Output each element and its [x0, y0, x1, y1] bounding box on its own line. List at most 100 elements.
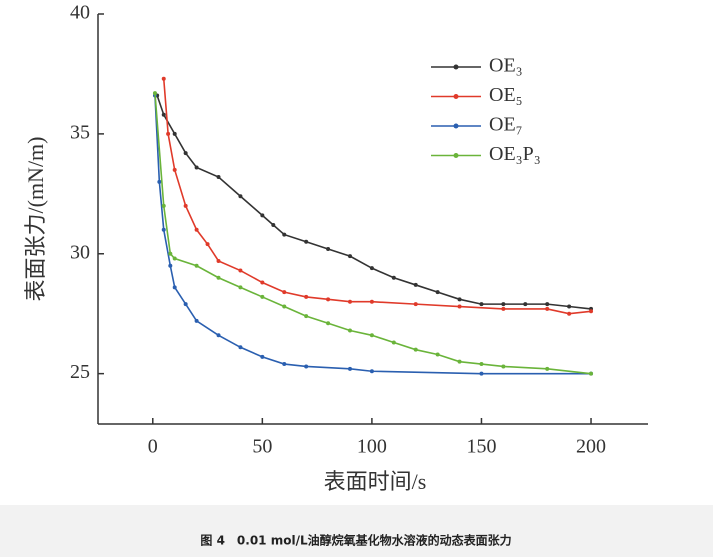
data-point	[479, 362, 484, 367]
data-point	[413, 347, 418, 352]
legend-marker	[453, 94, 459, 99]
data-point	[194, 263, 199, 268]
data-point	[168, 251, 173, 256]
data-point	[391, 275, 396, 280]
data-point	[347, 254, 352, 259]
data-point	[216, 275, 221, 280]
data-point	[501, 302, 506, 307]
legend-marker	[453, 153, 459, 158]
series-line	[156, 95, 592, 310]
data-point	[161, 76, 166, 81]
data-point	[166, 131, 171, 136]
data-point	[238, 285, 243, 290]
data-point	[435, 352, 440, 357]
legend-label: OE₅	[489, 84, 523, 106]
data-point	[161, 203, 166, 208]
x-tick-label: 100	[357, 436, 387, 458]
data-point	[413, 282, 418, 287]
data-point	[282, 232, 287, 237]
data-point	[347, 299, 352, 304]
data-point	[391, 340, 396, 345]
y-tick-label: 40	[70, 2, 90, 24]
data-point	[157, 179, 162, 184]
data-point	[413, 302, 418, 307]
data-point	[501, 306, 506, 311]
data-point	[326, 297, 331, 302]
data-point	[205, 242, 210, 247]
data-point	[347, 366, 352, 371]
data-point	[260, 213, 265, 218]
data-point	[282, 362, 287, 367]
data-point	[369, 333, 374, 338]
y-tick-label: 30	[70, 241, 90, 263]
legend-marker	[453, 123, 459, 129]
legend-label: OE₇	[489, 114, 523, 136]
data-point	[304, 364, 309, 369]
data-point	[435, 290, 440, 295]
data-point	[172, 285, 177, 290]
data-point	[238, 194, 243, 199]
data-point	[589, 371, 594, 376]
data-point	[304, 239, 309, 244]
data-point	[347, 328, 352, 333]
data-point	[183, 302, 188, 307]
data-point	[168, 263, 173, 268]
data-point	[545, 366, 550, 371]
legend-marker	[453, 64, 459, 70]
legend-label: OE₃P₃	[489, 143, 541, 165]
x-axis-label: 表面时间/s	[324, 469, 427, 494]
data-point	[369, 299, 374, 304]
data-point	[238, 345, 243, 350]
data-point	[216, 258, 221, 263]
data-point	[172, 167, 177, 172]
x-tick-label: 150	[466, 436, 496, 458]
data-point	[282, 304, 287, 309]
data-point	[183, 203, 188, 208]
y-axis-label: 表面张力/(mN/m)	[23, 137, 48, 302]
data-point	[545, 302, 550, 307]
data-point	[369, 266, 374, 271]
data-point	[501, 364, 506, 369]
data-point	[152, 91, 157, 96]
data-point	[194, 227, 199, 232]
data-point	[326, 246, 331, 251]
data-point	[260, 354, 265, 359]
data-point	[457, 297, 462, 302]
data-point	[183, 151, 188, 156]
data-point	[172, 131, 177, 136]
series-line	[162, 78, 592, 315]
data-point	[216, 333, 221, 338]
caption: 图 4 0.01 mol/L油醇烷氧基化物水溶液的动态表面张力	[200, 533, 511, 548]
data-point	[369, 369, 374, 374]
data-point	[304, 294, 309, 299]
data-point	[172, 256, 177, 261]
data-point	[523, 302, 528, 307]
data-point	[457, 359, 462, 364]
data-point	[282, 290, 287, 295]
data-point	[567, 311, 572, 316]
series-line	[154, 93, 592, 375]
data-point	[545, 306, 550, 311]
data-point	[567, 304, 572, 309]
data-point	[479, 371, 484, 376]
y-tick-label: 35	[70, 121, 90, 143]
x-tick-label: 200	[576, 436, 606, 458]
data-point	[161, 227, 166, 232]
data-point	[238, 268, 243, 273]
legend-label: OE₃	[489, 55, 523, 77]
data-point	[194, 165, 199, 170]
data-point	[161, 112, 166, 117]
data-point	[194, 318, 199, 323]
data-point	[304, 314, 309, 319]
x-tick-label: 50	[252, 436, 272, 458]
data-point	[326, 321, 331, 326]
data-point	[457, 304, 462, 309]
data-point	[271, 222, 276, 227]
data-point	[479, 302, 484, 307]
data-point	[216, 175, 221, 180]
caption-bar	[0, 505, 713, 557]
series-line	[154, 95, 592, 375]
data-point	[260, 280, 265, 285]
x-tick-label: 0	[148, 436, 158, 458]
